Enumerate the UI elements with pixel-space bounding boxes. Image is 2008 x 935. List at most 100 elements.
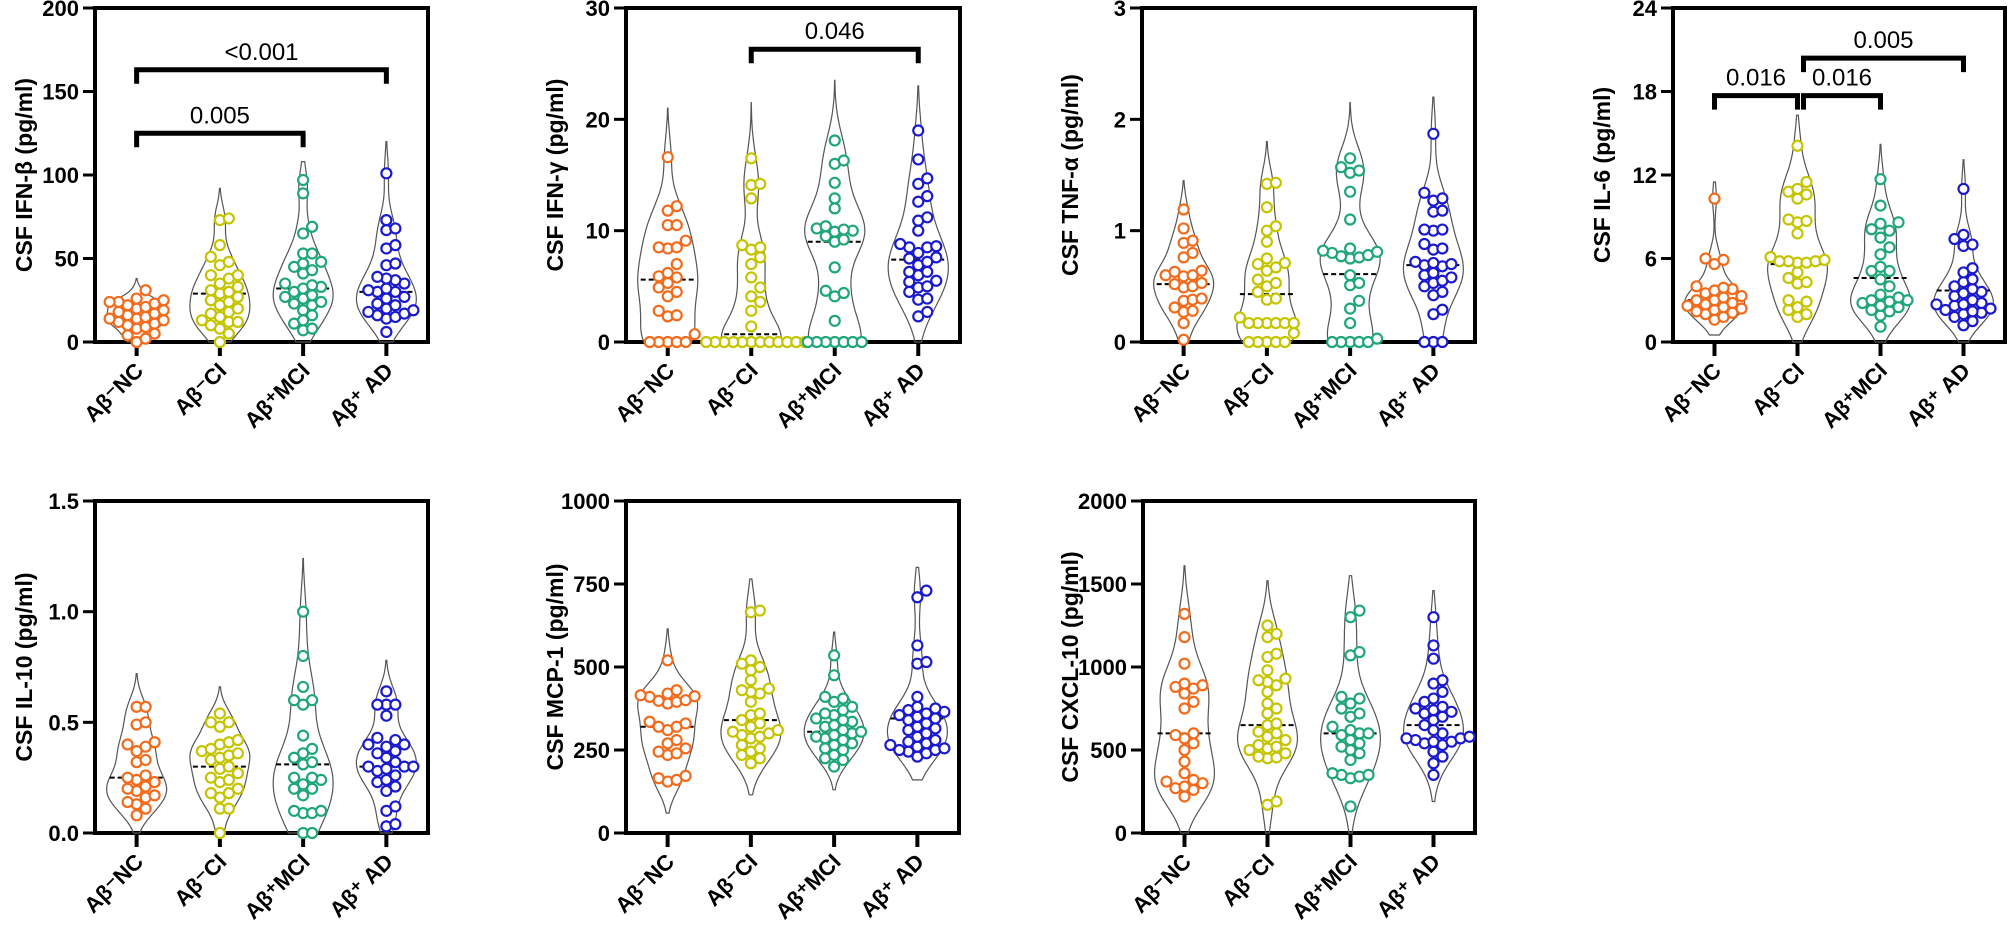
data-point (1178, 780, 1191, 793)
data-point (389, 769, 402, 782)
data-point (279, 277, 292, 290)
data-point (1353, 276, 1366, 290)
data-point (1344, 800, 1357, 813)
data-point (837, 154, 850, 167)
data-point (1409, 255, 1422, 268)
data-point (911, 639, 924, 652)
data-point (1251, 285, 1264, 298)
data-point (139, 284, 152, 297)
data-point (1791, 227, 1804, 240)
data-point (306, 771, 319, 784)
data-point (679, 335, 692, 349)
x-tick-label: Aβ⁻NC (1127, 849, 1196, 918)
x-tick-label: Aβ⁺ AD (1371, 358, 1444, 431)
x-tick-label: Aβ⁺MCI (1287, 358, 1362, 433)
data-point (1168, 301, 1181, 314)
data-point (652, 772, 665, 785)
x-tick-label: Aβ⁻CI (1747, 358, 1809, 420)
data-point (1242, 316, 1255, 330)
data-point (1427, 745, 1440, 758)
data-point (1353, 645, 1366, 659)
violin-4 (355, 659, 417, 834)
data-point (1717, 281, 1730, 294)
data-point (1427, 768, 1440, 782)
data-point (1400, 732, 1413, 745)
data-point (688, 690, 701, 703)
data-point (745, 320, 758, 333)
violin-1 (1154, 565, 1215, 834)
data-point (912, 177, 925, 191)
data-point (222, 760, 235, 773)
data-point (213, 826, 226, 840)
data-point (306, 322, 319, 335)
data-point (1436, 204, 1449, 217)
data-point (1966, 294, 1979, 307)
data-point (1344, 753, 1357, 767)
data-point (1335, 161, 1348, 174)
x-tick-label: Aβ⁺ AD (324, 358, 397, 431)
data-point (1892, 291, 1905, 304)
data-point (828, 176, 841, 189)
y-tick-label: 0 (1115, 821, 1127, 846)
data-point (1252, 674, 1265, 687)
data-point (911, 690, 924, 703)
data-point (1186, 246, 1199, 260)
data-point (1187, 727, 1200, 740)
data-point (1287, 316, 1300, 330)
data-point (855, 335, 868, 349)
data-point (157, 304, 170, 317)
data-point (679, 769, 692, 782)
data-point (670, 200, 683, 213)
data-point (1279, 733, 1292, 747)
data-point (380, 762, 393, 775)
data-point (1427, 692, 1440, 705)
data-point (1326, 720, 1339, 733)
data-point (1169, 728, 1182, 742)
data-point (912, 224, 925, 237)
data-point (921, 292, 934, 305)
data-point (204, 250, 217, 263)
data-point (306, 220, 319, 233)
data-point (1791, 182, 1804, 196)
violin-1 (637, 107, 699, 343)
data-point (1800, 276, 1813, 289)
data-point (837, 286, 850, 300)
data-point (1178, 743, 1191, 757)
data-point (1344, 302, 1357, 315)
data-point (1270, 727, 1283, 740)
data-point (1436, 192, 1449, 205)
y-tick-label: 250 (573, 738, 610, 763)
data-point (1269, 292, 1282, 305)
data-point (902, 735, 915, 748)
data-point (398, 290, 411, 304)
data-point (1344, 316, 1357, 330)
data-point (297, 304, 310, 317)
data-point (306, 247, 319, 260)
data-point (652, 720, 665, 733)
data-point (121, 738, 134, 751)
data-point (279, 290, 292, 304)
data-point (306, 694, 319, 707)
data-point (921, 190, 934, 203)
data-point (837, 223, 850, 236)
data-point (736, 239, 749, 252)
x-tick-label: Aβ⁺MCI (771, 849, 846, 924)
data-point (1362, 768, 1375, 782)
x-tick-label: Aβ⁻NC (610, 849, 679, 918)
data-point (389, 698, 402, 711)
data-point (1317, 244, 1330, 257)
data-point (407, 760, 420, 773)
data-point (1252, 750, 1265, 763)
violin-3 (804, 79, 866, 343)
data-point (1409, 702, 1422, 715)
data-point (679, 742, 692, 755)
plot-frame (1140, 6, 1477, 344)
y-tick-label: 10 (586, 219, 610, 244)
data-point (389, 257, 402, 270)
x-tick-label: Aβ⁻NC (79, 358, 148, 427)
data-point (884, 738, 897, 752)
data-point (912, 153, 925, 166)
data-point (204, 294, 217, 307)
data-point (148, 789, 161, 802)
data-point (1353, 692, 1366, 705)
